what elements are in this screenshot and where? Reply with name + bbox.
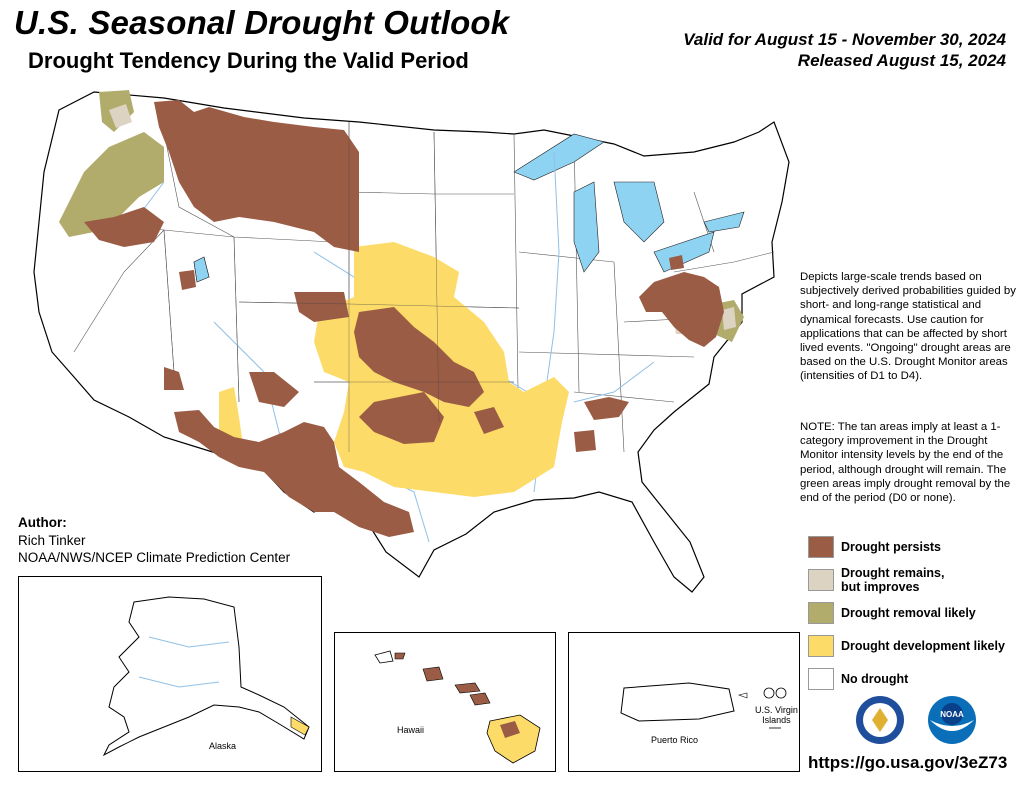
info-url-link[interactable]: https://go.usa.gov/3eZ73: [808, 753, 1008, 772]
author-org: NOAA/NWS/NCEP Climate Prediction Center: [18, 550, 291, 565]
hawaii-inset: Hawaii: [334, 632, 556, 772]
legend-label-none: No drought: [841, 671, 909, 686]
legend-swatch-development: [808, 634, 834, 657]
legend-swatch-removal: [808, 601, 834, 624]
legend-label-persists: Drought persists: [841, 539, 942, 554]
legend-label-improves: Drought remains, but improves: [841, 565, 945, 594]
legend-item-persists: Drought persists: [808, 530, 1022, 563]
puerto-rico-inset: Puerto Rico U.S. Virgin Islands: [568, 632, 800, 772]
noaa-logo-icon: NOAA: [928, 696, 976, 744]
author-label: Author:: [18, 515, 67, 530]
legend-item-none: No drought: [808, 662, 1022, 695]
puerto-rico-map: [620, 682, 787, 729]
legend-swatch-persists: [808, 535, 834, 558]
valid-period: Valid for August 15 - November 30, 2024: [683, 30, 1006, 49]
legend-item-improves: Drought remains, but improves: [808, 563, 1022, 596]
description-text: Depicts large-scale trends based on subj…: [800, 271, 1016, 383]
lakes-overlay: [193, 256, 210, 283]
map-subtitle: Drought Tendency During the Valid Period: [28, 48, 469, 73]
usvi-label: U.S. Virgin Islands: [755, 705, 798, 725]
legend-swatch-none: [808, 667, 834, 690]
map-title: U.S. Seasonal Drought Outlook: [14, 4, 510, 41]
alaska-label: Alaska: [209, 741, 237, 751]
legend-swatch-improves: [808, 568, 834, 591]
legend-label-development: Drought development likely: [841, 638, 1005, 653]
hawaii-label: Hawaii: [397, 725, 425, 735]
alaska-inset: Alaska: [18, 576, 322, 772]
author-name: Rich Tinker: [18, 532, 86, 548]
release-date: Released August 15, 2024: [797, 51, 1006, 70]
note-text: NOTE: The tan areas imply at least a 1-c…: [800, 421, 1011, 505]
legend: Drought persists Drought remains, but imp…: [808, 530, 1022, 695]
hawaii-map: [374, 650, 541, 764]
conus-map: [33, 90, 790, 593]
great-lakes: [193, 133, 745, 283]
state-lines-overlay: [163, 122, 520, 452]
alaska-map: [102, 596, 310, 757]
agency-logos: NOAA: [856, 692, 1016, 753]
author-block: Author: Rich Tinker NOAA/NWS/NCEP Climat…: [18, 514, 290, 567]
svg-text:NOAA: NOAA: [940, 710, 964, 719]
legend-item-removal: Drought removal likely: [808, 596, 1022, 629]
legend-item-development: Drought development likely: [808, 629, 1022, 662]
puerto-rico-label: Puerto Rico: [651, 735, 699, 745]
legend-label-removal: Drought removal likely: [841, 605, 976, 620]
doc-seal-icon: [856, 696, 904, 744]
